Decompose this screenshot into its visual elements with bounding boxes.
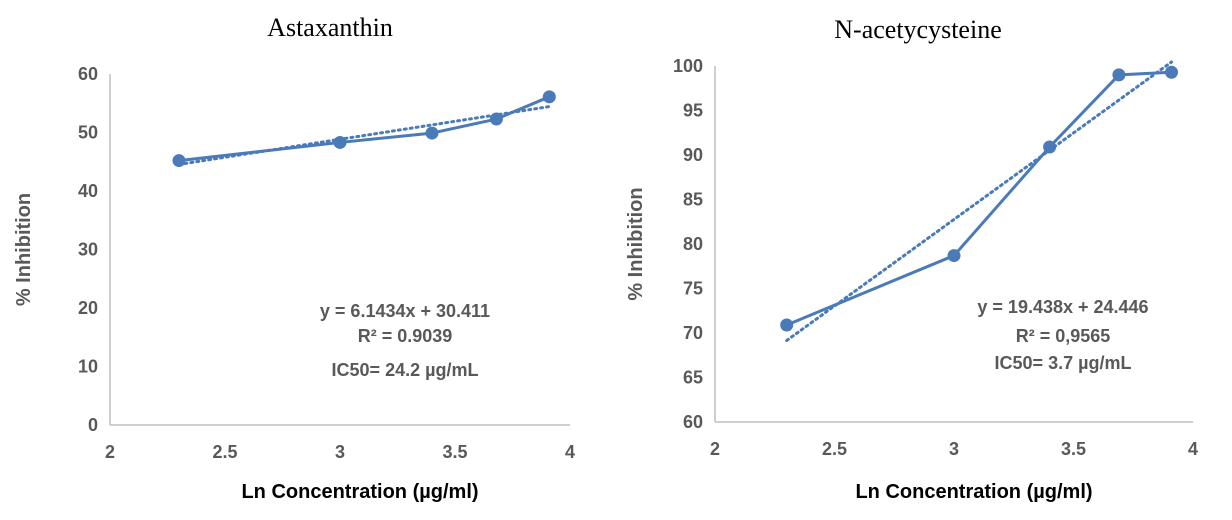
y-tick-label: 90 <box>683 145 703 165</box>
x-tick-label: 2 <box>105 442 115 462</box>
data-point <box>780 318 794 332</box>
x-tick-label: 4 <box>565 442 575 462</box>
series-line <box>786 70 1172 327</box>
y-axis-label: % Inhibition <box>13 193 35 306</box>
y-tick-label: 40 <box>78 181 98 201</box>
x-tick-label: 2.5 <box>212 442 237 462</box>
data-point <box>489 112 503 126</box>
x-tick-label: 3 <box>949 439 959 459</box>
data-point <box>425 126 439 140</box>
chart-2: N-acetycysteine 60 65 70 75 80 85 90 95 100 2 2.5 3 3… <box>625 15 1198 503</box>
y-axis-label: % Inhibition <box>625 187 647 300</box>
equation-annotation: IC50= 24.2 µg/mL <box>332 360 479 380</box>
data-point <box>333 135 347 149</box>
y-tick-label: 60 <box>683 412 703 432</box>
equation-annotation: IC50= 3.7 µg/mL <box>995 353 1132 373</box>
x-tick-label: 4 <box>1188 439 1198 459</box>
y-tick-label: 20 <box>78 298 98 318</box>
chart-title: Astaxanthin <box>267 13 393 42</box>
chart-title: N-acetycysteine <box>834 15 1001 44</box>
x-tick-label: 2.5 <box>822 439 847 459</box>
data-point <box>947 249 961 263</box>
y-tick-label: 70 <box>683 323 703 343</box>
y-tick-label: 0 <box>88 415 98 435</box>
x-tick-label: 2 <box>710 439 720 459</box>
y-tick-label: 80 <box>683 234 703 254</box>
data-point <box>172 154 186 168</box>
x-tick-label: 3 <box>335 442 345 462</box>
y-tick-label: 75 <box>683 279 703 299</box>
data-point <box>1112 68 1126 82</box>
y-tick-label: 100 <box>673 56 703 76</box>
equation-annotation: R² = 0.9039 <box>358 326 453 346</box>
equation-annotation: y = 6.1434x + 30.411 <box>320 301 490 321</box>
y-tick-label: 10 <box>78 357 98 377</box>
x-tick-label: 3.5 <box>442 442 467 462</box>
data-point <box>542 90 556 104</box>
x-axis-label: Ln Concentration (µg/ml) <box>241 481 478 503</box>
y-tick-label: 60 <box>78 64 98 84</box>
y-tick-label: 30 <box>78 240 98 260</box>
trendline <box>785 60 1173 343</box>
y-tick-label: 50 <box>78 123 98 143</box>
y-tick-label: 95 <box>683 101 703 121</box>
data-point <box>1164 65 1178 79</box>
chart-1: Astaxanthin 0 10 20 30 40 50 60 2 2.5 3 3.5 4 Ln Conc… <box>13 13 575 503</box>
y-tick-label: 85 <box>683 190 703 210</box>
x-axis-label: Ln Concentration (µg/ml) <box>855 481 1092 503</box>
y-tick-label: 65 <box>683 368 703 388</box>
series-line <box>178 95 550 163</box>
equation-annotation: y = 19.438x + 24.446 <box>977 297 1148 317</box>
x-tick-label: 3.5 <box>1061 439 1086 459</box>
equation-annotation: R² = 0,9565 <box>1016 326 1111 346</box>
data-point <box>1043 140 1057 154</box>
